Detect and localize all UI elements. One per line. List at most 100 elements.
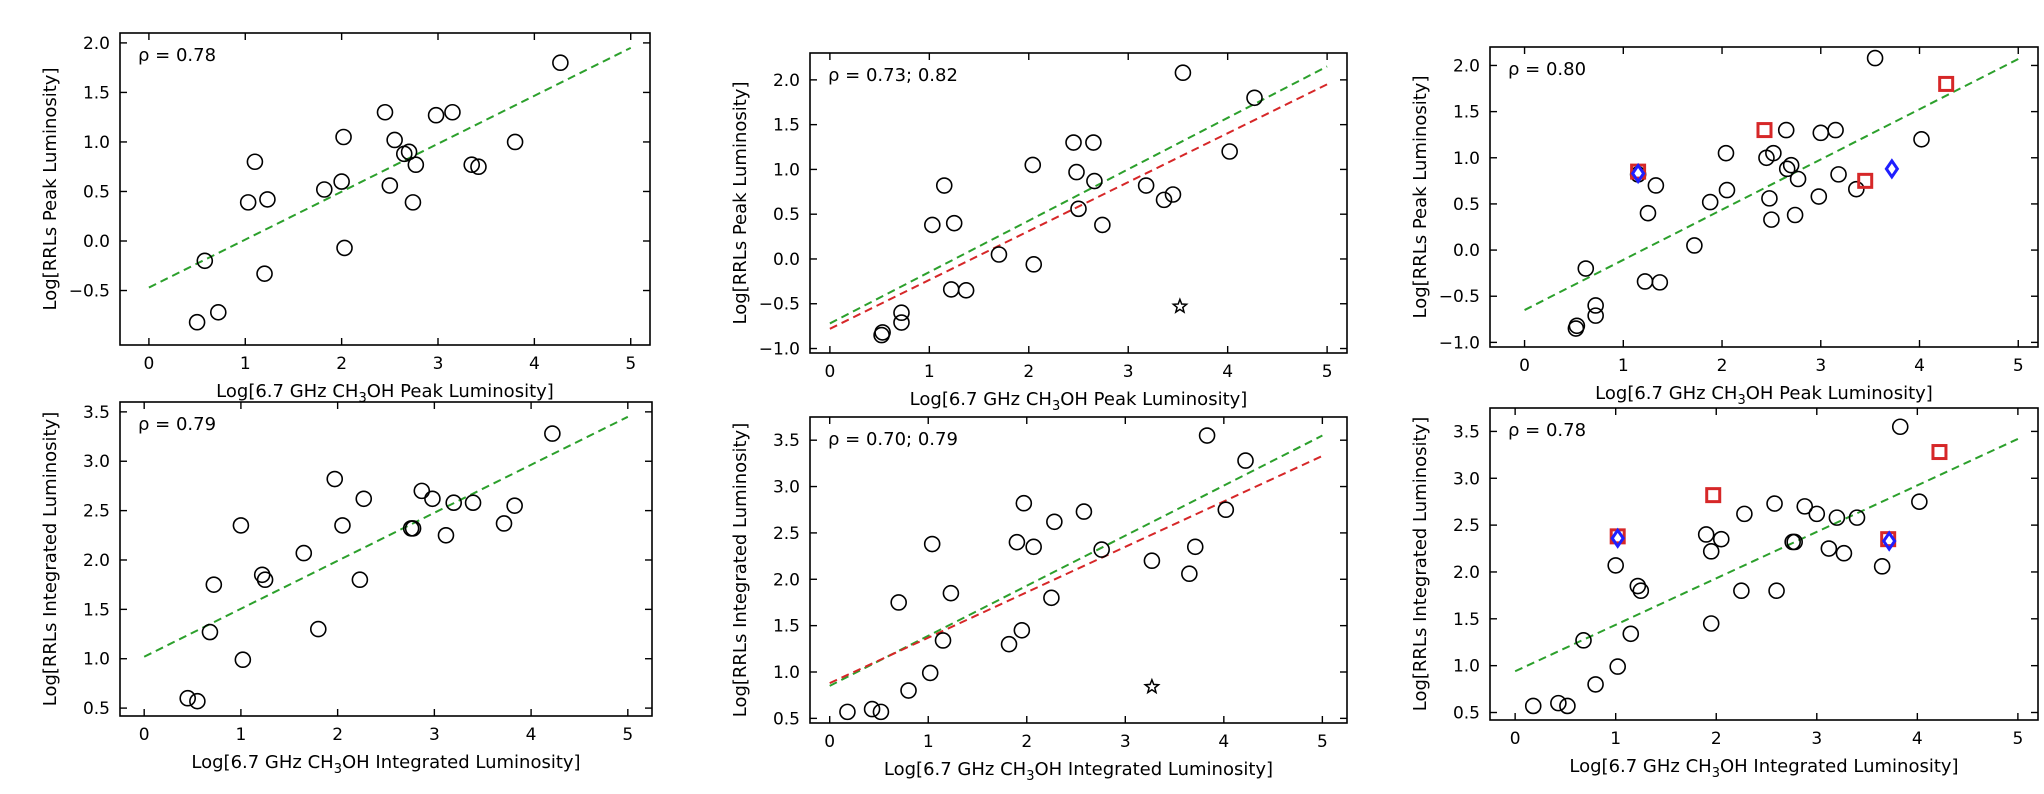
x-tick-label: 0 bbox=[139, 725, 150, 745]
star-marker bbox=[1143, 677, 1161, 695]
data-point bbox=[1702, 543, 1720, 560]
x-tick-label: 1 bbox=[923, 732, 934, 752]
data-point bbox=[1828, 509, 1846, 526]
fit-line-green bbox=[829, 434, 1323, 687]
x-axis-label-pre: Log[6.7 GHz CH bbox=[1595, 383, 1737, 404]
data-point bbox=[1761, 190, 1778, 207]
data-point bbox=[1164, 186, 1182, 203]
plot-frame bbox=[809, 416, 1348, 724]
x-tick-label: 5 bbox=[1317, 732, 1328, 752]
data-point bbox=[404, 520, 422, 537]
data-point bbox=[1068, 163, 1085, 181]
data-point bbox=[470, 158, 487, 176]
data-point bbox=[351, 571, 369, 589]
y-tick-label: 3.0 bbox=[83, 452, 110, 472]
data-point bbox=[246, 153, 264, 171]
data-point bbox=[1778, 160, 1796, 178]
x-tick-label: 1 bbox=[240, 354, 251, 374]
data-point bbox=[1736, 505, 1753, 523]
data-point bbox=[1782, 156, 1800, 174]
data-point bbox=[1911, 493, 1928, 510]
data-point bbox=[445, 494, 463, 512]
plot-frame bbox=[1489, 46, 2039, 348]
fit-line-red bbox=[829, 455, 1323, 685]
x-axis-label: Log[6.7 GHz CH3OH Integrated Luminosity] bbox=[191, 752, 580, 777]
diamond-marker bbox=[1610, 527, 1626, 549]
data-point bbox=[1093, 541, 1110, 558]
data-point bbox=[1086, 172, 1103, 190]
data-point bbox=[1812, 124, 1830, 142]
data-point bbox=[1181, 565, 1198, 583]
y-tick-label: 2.0 bbox=[773, 570, 800, 590]
data-point bbox=[232, 517, 250, 534]
y-tick-label: 2.0 bbox=[1453, 563, 1480, 583]
data-point bbox=[1198, 427, 1216, 444]
x-axis-label: Log[6.7 GHz CH3OH Integrated Luminosity] bbox=[884, 759, 1273, 784]
data-point bbox=[333, 173, 350, 190]
panel-p4: 0 1 2 3 4 5 0.5 1.0 1.5 2.0 2.5 3.0 3.5 Log[6.7 GHz C… bbox=[40, 401, 653, 777]
x-tick-label: 0 bbox=[824, 732, 835, 752]
data-point bbox=[1763, 211, 1780, 228]
x-tick-label: 2 bbox=[332, 725, 343, 745]
data-point bbox=[315, 181, 333, 198]
correlation-annotation: ρ = 0.78 bbox=[1508, 420, 1586, 441]
plot-frame bbox=[1489, 407, 2039, 721]
data-point bbox=[1733, 582, 1750, 600]
correlation-annotation: ρ = 0.80 bbox=[1508, 59, 1586, 80]
y-tick-label: 0.5 bbox=[1453, 195, 1480, 215]
x-axis-label-pre: Log[6.7 GHz CH bbox=[910, 389, 1052, 410]
data-point bbox=[1686, 237, 1703, 254]
x-tick-label: 3 bbox=[1120, 732, 1131, 752]
data-point bbox=[1013, 621, 1031, 639]
y-tick-label: 3.0 bbox=[1453, 469, 1480, 489]
data-point bbox=[945, 214, 963, 232]
data-point bbox=[942, 281, 960, 298]
fit-line-green bbox=[1524, 58, 2019, 311]
data-point bbox=[400, 143, 418, 161]
data-point bbox=[1143, 552, 1161, 570]
data-point bbox=[872, 703, 890, 721]
data-point bbox=[1577, 260, 1595, 277]
fit-line-red bbox=[829, 83, 1328, 330]
data-point bbox=[1717, 144, 1735, 162]
data-point bbox=[1789, 170, 1807, 188]
x-tick-label: 0 bbox=[1519, 356, 1530, 376]
x-tick-label: 4 bbox=[526, 725, 537, 745]
x-axis-label-pre: Log[6.7 GHz CH bbox=[884, 759, 1026, 780]
y-tick-label: 2.0 bbox=[83, 551, 110, 571]
data-point bbox=[1174, 64, 1192, 82]
data-point bbox=[506, 497, 523, 514]
y-tick-label: −1.0 bbox=[1439, 333, 1480, 353]
plot-frame bbox=[809, 52, 1348, 354]
data-point bbox=[1559, 697, 1576, 715]
square-marker bbox=[1931, 444, 1948, 461]
panel-p6: 0 1 2 3 4 5 0.5 1.0 1.5 2.0 2.5 3.0 3.5 Log[6.7 GHz C… bbox=[1410, 407, 2039, 781]
correlation-annotation: ρ = 0.70; 0.79 bbox=[828, 429, 958, 450]
data-point bbox=[1085, 134, 1102, 151]
x-tick-label: 5 bbox=[2013, 356, 2024, 376]
panel-p2: 0 1 2 3 4 5 −1.0 −0.5 0.0 0.5 1.0 1.5 2.0 Log[6.7 GHz… bbox=[730, 52, 1348, 414]
data-point bbox=[1796, 498, 1814, 515]
y-axis-label: Log[RRLs Integrated Luminosity] bbox=[40, 412, 61, 707]
data-point bbox=[1025, 256, 1043, 273]
data-point bbox=[890, 594, 907, 611]
y-tick-label: 1.5 bbox=[773, 617, 800, 637]
data-layer bbox=[143, 415, 629, 710]
x-tick-label: 3 bbox=[1815, 356, 1826, 376]
x-tick-label: 5 bbox=[625, 354, 636, 374]
data-point bbox=[1607, 557, 1624, 574]
data-point bbox=[921, 664, 939, 682]
data-point bbox=[1094, 216, 1111, 234]
x-axis-label-pre: Log[6.7 GHz CH bbox=[216, 381, 358, 402]
data-point bbox=[1155, 191, 1173, 209]
y-tick-label: 2.0 bbox=[83, 34, 110, 54]
data-point bbox=[1651, 274, 1669, 291]
data-point bbox=[295, 544, 313, 562]
x-tick-label: 2 bbox=[336, 354, 347, 374]
data-point bbox=[1786, 533, 1803, 551]
data-layer bbox=[1514, 418, 2019, 715]
x-tick-label: 3 bbox=[1123, 362, 1134, 382]
x-axis-label-post: OH Peak Luminosity] bbox=[1746, 383, 1933, 404]
data-point bbox=[386, 131, 403, 149]
y-tick-label: 0.5 bbox=[773, 709, 800, 729]
